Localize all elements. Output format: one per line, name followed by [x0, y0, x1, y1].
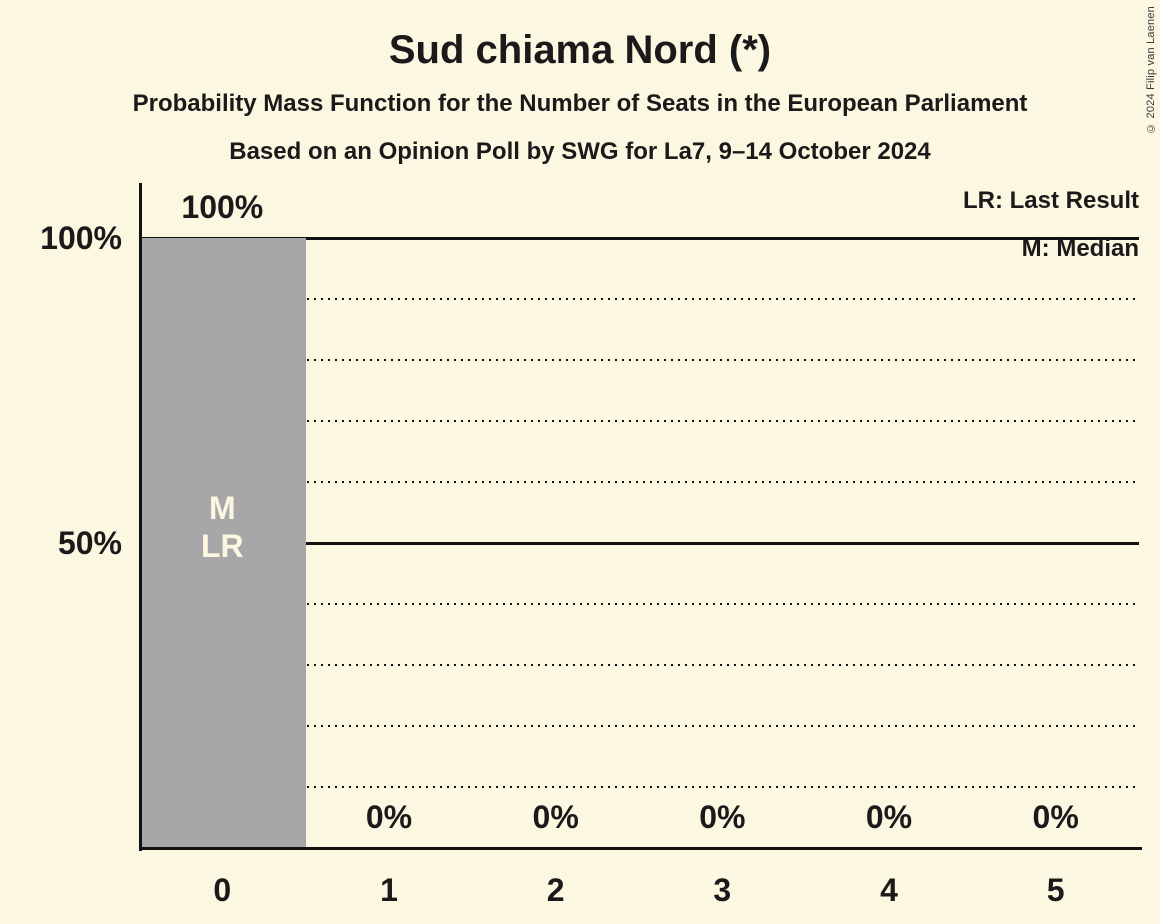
- x-axis-label-0: 0: [213, 872, 232, 908]
- y-axis-tick-label: 50%: [57, 525, 122, 561]
- x-axis-line: [139, 847, 1142, 850]
- x-axis-label-5: 5: [1046, 872, 1065, 908]
- bar-annotation-median-lastresult: M LR: [139, 489, 306, 565]
- legend-last-result: LR: Last Result: [962, 187, 1139, 214]
- bar-annotation-line: M: [209, 490, 236, 526]
- gridline-dotted-20pct: [139, 725, 1139, 727]
- x-axis-label-2: 2: [546, 872, 565, 908]
- bar-annotation-line: LR: [201, 528, 244, 564]
- chart-poll-source: Based on an Opinion Poll by SWG for La7,…: [229, 138, 931, 165]
- bar-seats-0: [140, 238, 306, 848]
- gridline-solid-50pct: [139, 542, 1139, 545]
- page-title: Sud chiama Nord (*): [388, 28, 772, 72]
- bar-value-label-1: 0%: [365, 799, 413, 835]
- gridline-dotted-70pct: [139, 420, 1139, 422]
- x-axis-label-3: 3: [713, 872, 732, 908]
- gridline-dotted-10pct: [139, 786, 1139, 788]
- legend-median: M: Median: [1021, 235, 1139, 262]
- x-axis-label-4: 4: [880, 872, 898, 908]
- bar-value-label-2: 0%: [532, 799, 579, 835]
- y-axis-line: [139, 183, 142, 851]
- gridline-dotted-60pct: [139, 481, 1139, 483]
- gridline-solid-100pct: [139, 237, 1139, 240]
- gridline-dotted-90pct: [139, 298, 1139, 300]
- gridline-dotted-40pct: [139, 603, 1139, 605]
- gridline-dotted-80pct: [139, 359, 1139, 361]
- copyright-notice: © 2024 Filip van Laenen: [1145, 6, 1157, 134]
- gridline-dotted-30pct: [139, 664, 1139, 666]
- x-axis-label-1: 1: [380, 872, 398, 908]
- bar-value-label-3: 0%: [699, 799, 746, 835]
- y-axis-tick-label: 100%: [40, 220, 122, 256]
- bar-value-label-0: 100%: [181, 189, 264, 225]
- bar-value-label-5: 0%: [1032, 799, 1079, 835]
- bar-value-label-4: 0%: [865, 799, 913, 835]
- chart-subtitle: Probability Mass Function for the Number…: [132, 90, 1028, 117]
